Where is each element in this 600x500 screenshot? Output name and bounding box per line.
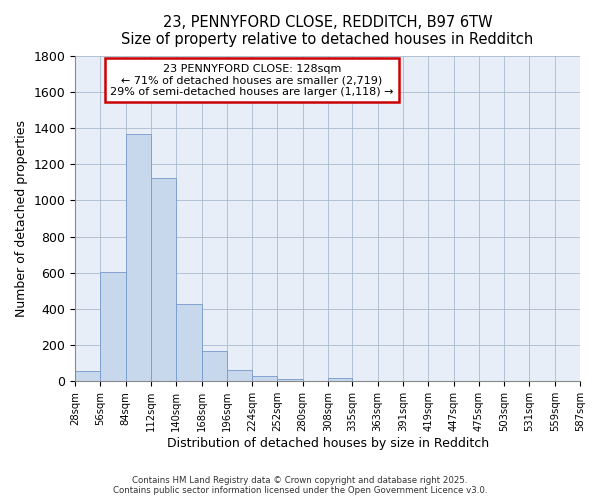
Text: Contains HM Land Registry data © Crown copyright and database right 2025.
Contai: Contains HM Land Registry data © Crown c…: [113, 476, 487, 495]
Bar: [277, 378, 303, 382]
Bar: [328, 378, 352, 382]
Title: 23, PENNYFORD CLOSE, REDDITCH, B97 6TW
Size of property relative to detached hou: 23, PENNYFORD CLOSE, REDDITCH, B97 6TW S…: [121, 15, 534, 48]
Text: 23 PENNYFORD CLOSE: 128sqm
← 71% of detached houses are smaller (2,719)
29% of s: 23 PENNYFORD CLOSE: 128sqm ← 71% of deta…: [110, 64, 394, 97]
Y-axis label: Number of detached properties: Number of detached properties: [15, 120, 28, 317]
Bar: [75, 372, 100, 382]
Bar: [126, 134, 151, 382]
Bar: [151, 178, 176, 382]
Bar: [100, 272, 126, 382]
Bar: [227, 370, 252, 382]
Bar: [176, 304, 202, 382]
Bar: [202, 350, 227, 382]
X-axis label: Distribution of detached houses by size in Redditch: Distribution of detached houses by size …: [167, 437, 488, 450]
Bar: [252, 376, 277, 382]
